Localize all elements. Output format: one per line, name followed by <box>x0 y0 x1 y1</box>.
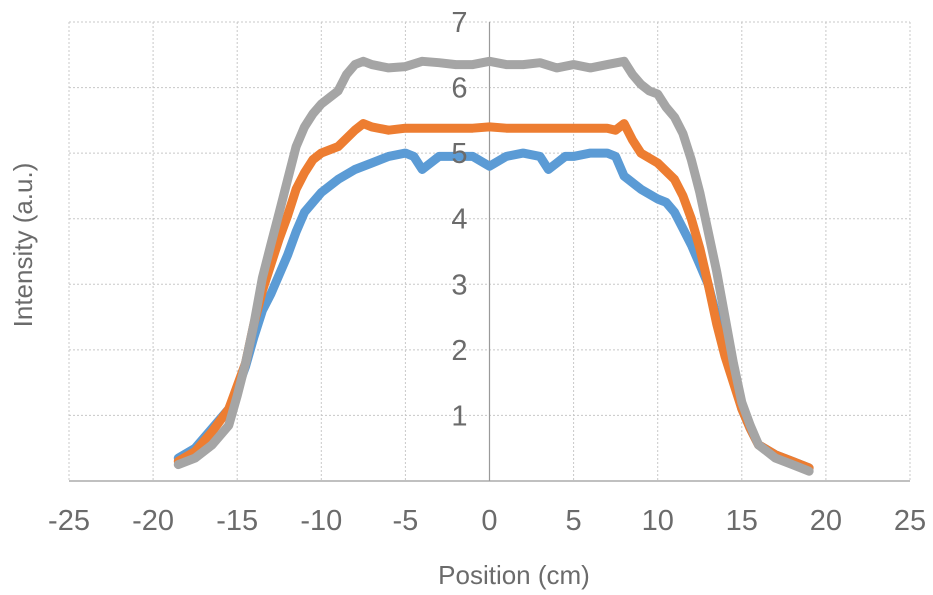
series-group <box>173 56 814 476</box>
y-tick-label: 1 <box>451 400 467 432</box>
y-tick-labels: 1 2 3 4 5 6 7 <box>451 7 467 432</box>
x-tick-label: -10 <box>300 505 342 537</box>
x-tick-label: 15 <box>726 505 758 537</box>
x-axis-title: Position (cm) <box>438 560 590 590</box>
x-tick-label: 10 <box>642 505 674 537</box>
y-tick-label: 3 <box>451 269 467 301</box>
x-tick-label: -25 <box>48 505 90 537</box>
y-tick-label: 2 <box>451 335 467 367</box>
x-tick-label: 20 <box>810 505 842 537</box>
y-tick-label: 4 <box>451 204 467 236</box>
x-tick-label: -15 <box>216 505 258 537</box>
x-tick-label: 25 <box>894 505 926 537</box>
y-tick-label: 7 <box>451 7 467 39</box>
x-tick-label: -5 <box>393 505 419 537</box>
x-tick-label: 5 <box>566 505 582 537</box>
axes <box>69 22 910 482</box>
y-tick-label: 5 <box>451 138 467 170</box>
y-axis-title: Intensity (a.u.) <box>8 163 38 328</box>
x-tick-label: -20 <box>132 505 174 537</box>
x-tick-labels: -25 -20 -15 -10 -5 0 5 10 15 20 25 <box>48 505 926 537</box>
series-line-3 <box>173 56 814 476</box>
x-tick-label: 0 <box>481 505 497 537</box>
y-tick-label: 6 <box>451 73 467 105</box>
series-line-2 <box>173 119 814 473</box>
